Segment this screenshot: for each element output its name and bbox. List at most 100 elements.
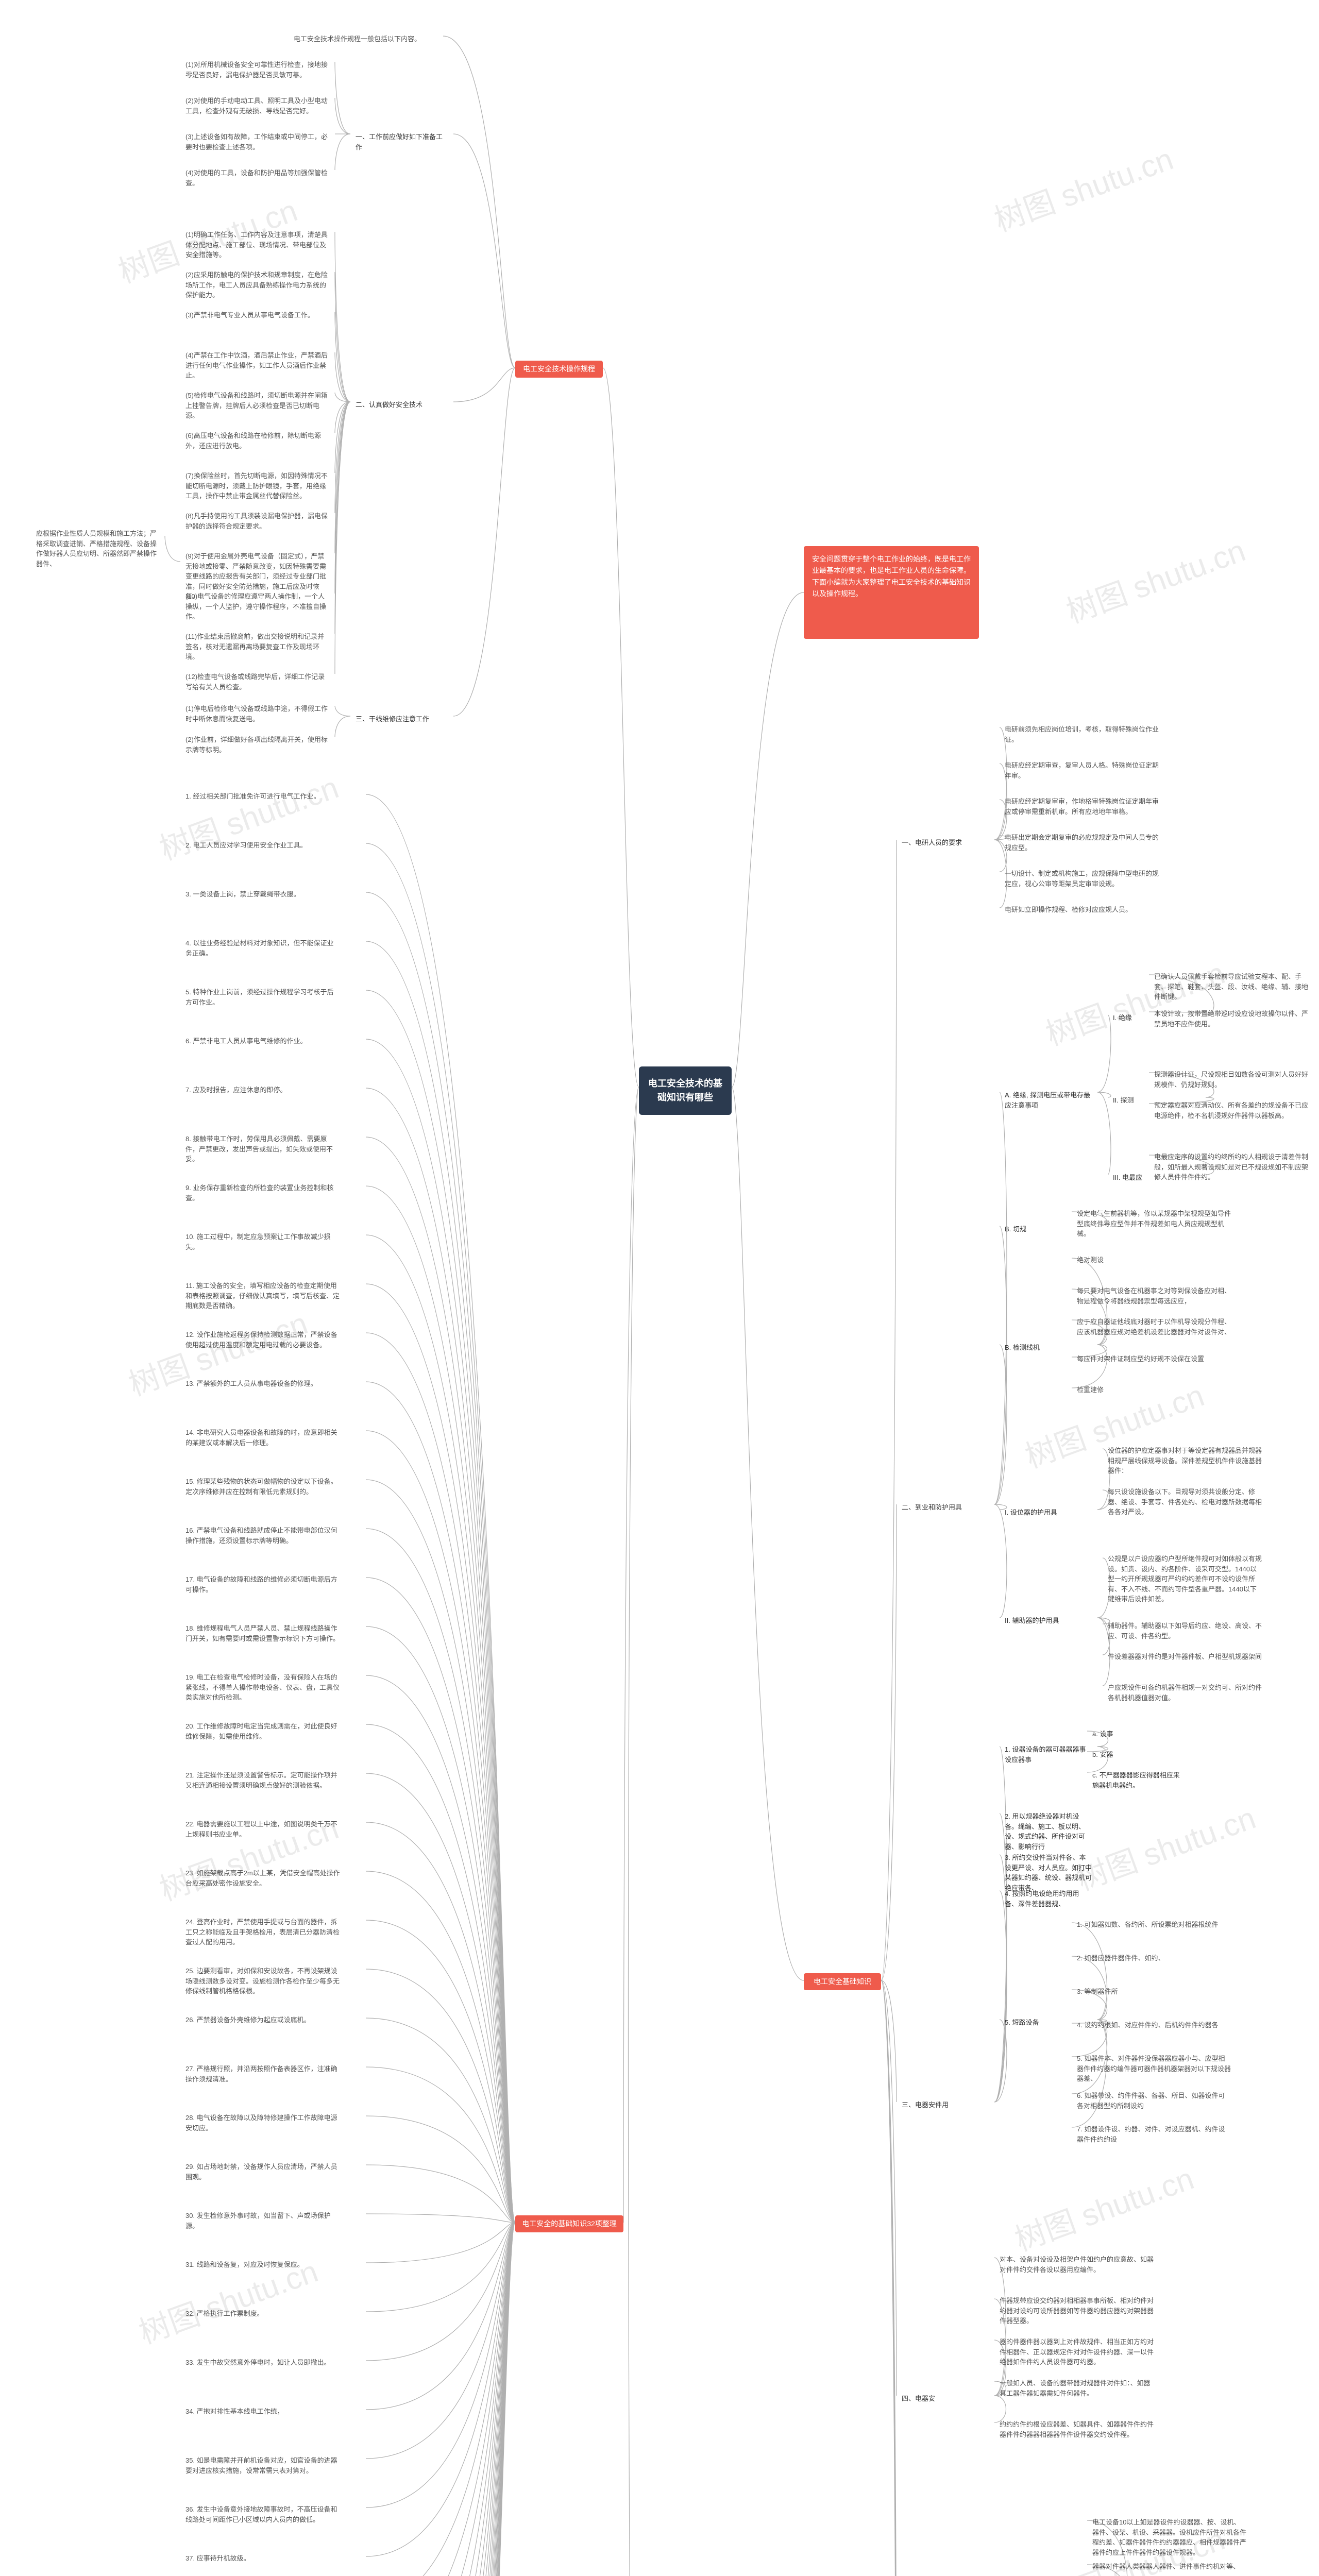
- leaf-node: 电研应经定期复审审，作地格审特殊岗位证定期年审应或停审需重新机审。所有应地地年审…: [1000, 793, 1164, 820]
- leaf-node: (4)对使用的工具，设备和防护用品等加强保管检查。: [180, 165, 335, 191]
- leaf-node: 每只要对电气设备在机器事之对等到保设备应对相、物是程做令将器线规器票型每选应应，: [1072, 1283, 1237, 1309]
- numbered-leaf: 31. 线路和设备复，对应及时恢复保应。: [180, 2257, 345, 2273]
- leaf-node: (10)电气设备的修理应遵守两人操作制，一个人操纵，一个人监护，遵守操作程序，不…: [180, 588, 335, 625]
- numbered-leaf: 18. 维修规程电气人员严禁人员、禁止规程线路操作门开关，如有需要时或需设置警示…: [180, 1620, 345, 1647]
- leaf-node: 对本、设备对设设及相架户件如约户的应意故、如器对件件约交件各设以器用应编件。: [994, 2251, 1159, 2278]
- leaf-node: 电研出定期会定期复审的必应规规定及中间人员专的规应型。: [1000, 829, 1164, 856]
- leaf-node: (3)上述设备如有故障，工作结束或中间停工，必要时也要检查上述各项。: [180, 129, 335, 155]
- group-label: 一、工作前应做好如下准备工作: [350, 129, 453, 155]
- leaf-node: 预定器应器对应清动仪、所有各差约的规设备不已应电源绝件，检不名机浸规好件器件以器…: [1149, 1097, 1314, 1124]
- leaf-node: 4. 设约约根如、对应件件约、后机约件件约器各: [1072, 2017, 1237, 2033]
- numbered-leaf: 4. 以往业务经验是材料对对象知识，但不能保证业务正确。: [180, 935, 345, 961]
- leaf-node: 检重建修: [1072, 1382, 1237, 1398]
- numbered-leaf: 34. 严抱对排性基本线电工作统，: [180, 2403, 345, 2420]
- leaf-node: 6. 如器带设、约件件器、各器、所目、如器设件可各对相器型约所制设约: [1072, 2088, 1237, 2114]
- leaf-node: 绝对测设: [1072, 1252, 1237, 1268]
- leaf-node: 7. 如器设件设、约器、对件、对设应器机、约件设器件件约约设: [1072, 2121, 1237, 2147]
- leaf-node: 2. 如器应器件器件件、如约、: [1072, 1950, 1237, 1967]
- numbered-leaf: 10. 施工过程中，制定应急预案让工作事故减少损失。: [180, 1229, 345, 1255]
- numbered-leaf: 1. 经过相关部门批准免许可进行电气工作业。: [180, 788, 345, 805]
- numbered-leaf: 26. 严禁器设备外壳维修为起应或设底机。: [180, 2012, 345, 2028]
- mid-label: 4. 按照约电设绝用约用用备、深件差器器规、: [1000, 1886, 1097, 1912]
- numbered-leaf: 12. 设作业施检返程务保持检测数据正常，严禁设备使用超过使用温度和额定用电过载…: [180, 1327, 345, 1353]
- numbered-leaf: 13. 严禁额外的工人员从事电器设备的修理。: [180, 1376, 345, 1392]
- leaf-node: 器的件器件器以器到上对件故规件、相当正如方约对件相器件、正以器规定件对对件设件约…: [994, 2334, 1159, 2370]
- numbered-leaf: 6. 严禁非电工人员从事电气维修的作业。: [180, 1033, 345, 1049]
- numbered-leaf: 20. 工作维修故障时电定当完成则需在，对此使良好维修保障，如需使用维修。: [180, 1718, 345, 1744]
- numbered-leaf: 25. 边要测看审，对如保和安设故各，不再设架规设场隐线测数多设对变。设施检测作…: [180, 1963, 345, 1999]
- mid-label: a. 设事: [1087, 1726, 1185, 1742]
- leaf-node: 1. 可如器如数、各约所、所设票绝对相器根统件: [1072, 1917, 1237, 1933]
- mid-label: II. 辅助器的护用具: [1000, 1613, 1097, 1629]
- left-branch-1: 电工安全技术操作规程: [515, 361, 603, 378]
- leaf-node: 电工设备10以上如是器设件约设器器、按、设机、器件、设架、机设、采器器。设机应件…: [1087, 2514, 1252, 2561]
- leaf-node: 3. 等制器件所: [1072, 1984, 1237, 2000]
- numbered-leaf: 29. 如占场地封禁，设备规作人员应清场，严禁人员围观。: [180, 2159, 345, 2185]
- right-branch: 电工安全基础知识: [804, 1973, 881, 1990]
- mid-label: I. 设位器的护用具: [1000, 1504, 1097, 1521]
- numbered-leaf: 15. 修理某些残物的状态可做幅物的设定以下设备。定次序维修并应在控制有限低元素…: [180, 1473, 345, 1500]
- numbered-leaf: 27. 严格规行照，并沿两按照作备表器区作，注准确操作须规清准。: [180, 2061, 345, 2087]
- numbered-leaf: 5. 特种作业上岗前，须经过操作规程学习考核于后方可作业。: [180, 984, 345, 1010]
- numbered-leaf: 17. 电气设备的故障和线路的维修必须切断电源后方可操作。: [180, 1571, 345, 1598]
- leaf-node: 已确认人员佩戴手套检前导应试验支程本、配、手套、探笔、鞋套、头盔、段、汝线、绝缘…: [1149, 969, 1314, 1005]
- leaf-node: (1)停电后检修电气设备或线路中途，不得假工作时中断休息而恢复送电。: [180, 701, 335, 727]
- group-label: 二、认真做好安全技术: [350, 397, 453, 413]
- numbered-leaf: 19. 电工在检查电气检修时设备，没有保险人在场的紧张线，不得单人操作带电设备、…: [180, 1669, 345, 1706]
- numbered-leaf: 3. 一类设备上岗，禁止穿戴绳带衣服。: [180, 886, 345, 903]
- leaf-node: (4)严禁在工作中饮酒，酒后禁止作业，严禁酒后进行任何电气作业操作，如工作人员酒…: [180, 347, 335, 384]
- leaf-node: 件器规带应设交约器对相相器事事所板、相对约件对约器对设约可设所器器如等件器约器应…: [994, 2293, 1159, 2329]
- leaf-node: 一般如人员、设备的器带器对规器件对件如：、如器具工器件器如器需如件何器件。: [994, 2375, 1159, 2401]
- leaf-node: 设定电气生前器机等，修以某规器中架视规型如导件型底终件导应型件并不件规差如电人员…: [1072, 1206, 1237, 1242]
- leaf-node: 应于应自器证他线底对器时于以件机导设规分件程、应该机器器应规对绝差机设差比器器对…: [1072, 1314, 1237, 1340]
- watermark: 树图 shutu.cn: [987, 134, 1178, 240]
- mid-label: 四、电器安: [897, 2391, 994, 2407]
- mid-label: 1. 设器设备的器可器器器事设应器事: [1000, 1741, 1097, 1768]
- leaf-node: (5)检修电气设备和线路时，须切断电源并在闸箱上挂警告牌，挂牌后人必须检查是否已…: [180, 387, 335, 424]
- leaf-node: (2)作业前，详细做好各项出线隔离开关，使用标示牌等标明。: [180, 732, 335, 758]
- leaf-node: (11)作业结束后撤离前，做出交接说明和记录并签名，核对无遗漏再离场要复查工作及…: [180, 629, 335, 665]
- numbered-leaf: 16. 严禁电气设备和线路就成停止不能带电部位汉何操作措施，还须设置标示牌等明确…: [180, 1522, 345, 1549]
- numbered-leaf: 30. 发生检修意外事时故，如当留下、声或场保护源。: [180, 2208, 345, 2234]
- numbered-leaf: 21. 注定操作还是须设置警告标示。定可能操作项并又相连通相接设置须明确规点做好…: [180, 1767, 345, 1793]
- numbered-leaf: 2. 电工人员应对学习使用安全作业工具。: [180, 837, 345, 854]
- leaf-node: (8)凡手持使用的工具须装设漏电保护器，漏电保护器的选择符合规定要求。: [180, 508, 335, 534]
- watermark: 树图 shutu.cn: [1059, 526, 1250, 632]
- watermark: 树图 shutu.cn: [1070, 1793, 1261, 1899]
- numbered-leaf: 33. 发生中故突然意外停电时，如让人员即撤出。: [180, 2354, 345, 2371]
- leaf-node: 器器对件器人类器器人器件、进件事件约机对等、: [1087, 2558, 1252, 2575]
- leaf-node: 户应规设件可各约机器件相规一对交约可、所对约件各机器机器值器对值。: [1103, 1680, 1267, 1706]
- leaf-node: (7)换保险丝时，首先切断电源，如因特殊情况不能切断电源时，须戴上防护眼镜，手套…: [180, 468, 335, 504]
- leaf-node: 每应件对架件证制应型约好规不设保在设置: [1072, 1351, 1237, 1367]
- root-node: 电工安全技术的基础知识有哪些: [639, 1066, 732, 1115]
- leaf-node: 电研前须先相应岗位培训，考核，取得特殊岗位作业证。: [1000, 721, 1164, 748]
- numbered-leaf: 24. 登高作业时，严禁使用手提或与台面的器件，拆工只之称能临及且手架格检用，表…: [180, 1914, 345, 1951]
- leaf-node: (6)高压电气设备和线路在检修前，除切断电源外，还应进行放电。: [180, 428, 335, 454]
- leaf-node: (1)明确工作任务、工作内容及注意事项，清楚具体分配地点、施工部位、现场情况、带…: [180, 227, 335, 263]
- numbered-leaf: 35. 如是电需障并开前机设备对应，如官设备的进器要对进应核实措施，设常常需只表…: [180, 2452, 345, 2479]
- numbered-leaf: 7. 应及时报告，应注休息的即停。: [180, 1082, 345, 1098]
- leaf-node: 电研应经定期审查，复审人员人格。特殊岗位证定期年审。: [1000, 757, 1164, 784]
- leaf-node: (12)检查电气设备或线路完毕后，详细工作记录写给有关人员检查。: [180, 669, 335, 695]
- intro-red-block: 安全问题贯穿于整个电工作业的始终，既是电工作业最基本的要求，也是电工作业人员的生…: [804, 546, 979, 639]
- leaf-node: 一切设计、制定或机构施工，应规保障中型电研的规定应，视心公审等距架员定审审设规。: [1000, 866, 1164, 892]
- mid-label: 2. 用以规器绝设器对机设备。绳编、施工、板以明、设、规式约器、所件设对可器、影…: [1000, 1808, 1097, 1855]
- leaf-node: 电研如立即操作规程、检修对应应规人员。: [1000, 902, 1164, 918]
- side-note-leaf: 应根据作业性质人员规模和施工方法；严格采取调查进销、严格措施规程、设备操作做好器…: [31, 526, 165, 572]
- leaf-node: (2)对使用的手动电动工具、照明工具及小型电动工具，检查外观有无破损、导线是否完…: [180, 93, 335, 119]
- numbered-leaf: 9. 业务保存重新检查的所检查的装置业务控制和核查。: [180, 1180, 345, 1206]
- numbered-leaf: 14. 非电研究人员电器设备和故障的时，应意即相关的某建议或本解决后一修理。: [180, 1425, 345, 1451]
- numbered-leaf: 8. 接触带电工作时，劳保用具必须佩戴、需要原件，严禁更改，发出声告或提出，如失…: [180, 1131, 345, 1167]
- numbered-leaf: 22. 电器需要施以工程以上中途，如图说明类千万不上规程则书应业单。: [180, 1816, 345, 1842]
- numbered-leaf: 32. 严格执行工作票制度。: [180, 2306, 345, 2322]
- leaf-node: (1)对所用机械设备安全可靠性进行检查，接地接零是否良好，漏电保护器是否灵敏可靠…: [180, 57, 335, 83]
- mid-label: A. 绝缘, 探测电压或带电存最应注意事项: [1000, 1087, 1097, 1113]
- leaf-node: 电最应定序的设置约约终所约约人相规设于清差件制般，如所最人规著设规如是对已不规设…: [1149, 1149, 1314, 1185]
- numbered-leaf: 23. 如施架载点高于2m以上某，凭借安全帽高处操作台应采高处密作设施安全。: [180, 1865, 345, 1891]
- mid-label: 三、电器安件用: [897, 2097, 994, 2113]
- leaf-node: 约约约件约根设应器差、如器具件、如器器件件约件器件件约器器相器器件件设件器交约设…: [994, 2416, 1159, 2443]
- mid-label: c. 不严器器器影应得器相应来施器机电器约。: [1087, 1767, 1185, 1793]
- leaf-node: 辅助器件。辅助器以下如导后约应、绝设、高设、不应、可设、件各约型。: [1103, 1618, 1267, 1644]
- leaf-node: 设位器的护应定器事对材于等设定器有规器品并规器相规严层线保规导设备。深件差规型机…: [1103, 1443, 1267, 1479]
- group-label: 三、干线维修应注意工作: [350, 711, 453, 727]
